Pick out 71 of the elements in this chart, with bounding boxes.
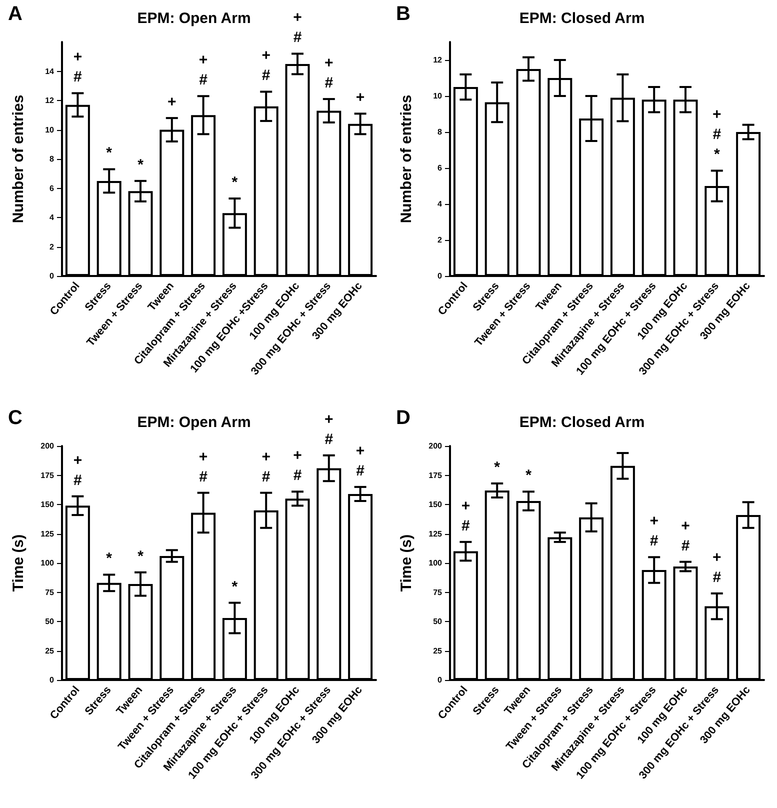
y-axis-title: Time (s) bbox=[398, 534, 415, 592]
annotation: * bbox=[232, 578, 238, 596]
annotation: * bbox=[138, 156, 144, 174]
annotation: + # * bbox=[712, 106, 722, 164]
annotation: + # bbox=[73, 48, 83, 86]
y-tick-label: 8 bbox=[50, 154, 55, 164]
annotation: * bbox=[106, 550, 112, 568]
y-tick-label: 50 bbox=[433, 617, 443, 626]
y-tick-label: 2 bbox=[50, 242, 55, 252]
y-tick-label: 50 bbox=[45, 617, 55, 626]
chart-title: EPM: Closed Arm bbox=[519, 414, 645, 431]
y-tick-label: 0 bbox=[438, 272, 443, 280]
y-tick-label: 175 bbox=[40, 470, 55, 480]
chart-title: EPM: Open Arm bbox=[137, 10, 251, 27]
y-tick-label: 100 bbox=[40, 558, 55, 568]
y-tick-label: 25 bbox=[45, 646, 55, 656]
y-tick-label: 150 bbox=[40, 500, 55, 509]
annotation: + # bbox=[324, 54, 334, 92]
y-tick-label: 0 bbox=[50, 272, 55, 280]
y-tick-label: 4 bbox=[438, 200, 443, 208]
y-axis-title: Number of entries bbox=[398, 94, 415, 224]
y-tick-label: 150 bbox=[428, 500, 443, 509]
annotation: + # bbox=[356, 442, 366, 480]
chart-title: EPM: Open Arm bbox=[137, 414, 251, 431]
annotation: * bbox=[526, 467, 532, 484]
annotation: + # bbox=[712, 548, 722, 586]
y-tick-label: 10 bbox=[45, 125, 55, 134]
y-tick-label: 2 bbox=[438, 236, 443, 244]
y-tick-label: 12 bbox=[45, 96, 55, 105]
annotation: * bbox=[138, 548, 144, 565]
annotation: + # bbox=[198, 448, 208, 486]
y-tick-label: 4 bbox=[50, 213, 55, 222]
text: C bbox=[8, 407, 22, 429]
y-tick-label: 75 bbox=[433, 588, 443, 597]
annotation: + # bbox=[293, 9, 302, 46]
annotation: + bbox=[168, 94, 177, 111]
y-tick-label: 125 bbox=[40, 529, 55, 538]
annotation: * bbox=[232, 174, 238, 191]
annotation: * bbox=[494, 458, 500, 476]
y-tick-label: 200 bbox=[428, 442, 443, 450]
y-tick-label: 75 bbox=[45, 588, 55, 597]
y-tick-label: 14 bbox=[45, 66, 55, 76]
y-tick-label: 10 bbox=[433, 92, 443, 100]
y-tick-label: 12 bbox=[433, 56, 443, 64]
y-tick-label: 125 bbox=[428, 529, 443, 538]
annotation: + # bbox=[681, 517, 690, 554]
y-axis-title: Time (s) bbox=[10, 534, 27, 592]
text: D bbox=[396, 407, 410, 429]
y-tick-label: 175 bbox=[428, 470, 443, 480]
y-tick-label: 100 bbox=[428, 558, 443, 568]
text: A bbox=[8, 3, 22, 25]
y-tick-label: 8 bbox=[438, 128, 443, 136]
text: B bbox=[396, 3, 410, 25]
annotation: + # bbox=[461, 497, 471, 534]
annotation: + # bbox=[198, 52, 208, 89]
y-axis-title: Number of entries bbox=[10, 94, 27, 224]
annotation: + # bbox=[73, 452, 83, 489]
annotation: + # bbox=[262, 448, 271, 486]
annotation: + # bbox=[262, 47, 271, 84]
annotation: + # bbox=[324, 410, 334, 448]
y-tick-label: 6 bbox=[50, 184, 55, 193]
chart-title: EPM: Closed Arm bbox=[519, 10, 645, 27]
annotation: * bbox=[106, 144, 112, 162]
y-tick-label: 0 bbox=[50, 676, 55, 684]
y-tick-label: 6 bbox=[438, 164, 443, 172]
y-tick-label: 200 bbox=[40, 442, 55, 450]
y-tick-label: 25 bbox=[433, 646, 443, 656]
y-tick-label: 0 bbox=[438, 676, 443, 684]
annotation: + bbox=[356, 89, 365, 106]
annotation: + # bbox=[650, 512, 659, 550]
annotation: + # bbox=[293, 447, 302, 484]
